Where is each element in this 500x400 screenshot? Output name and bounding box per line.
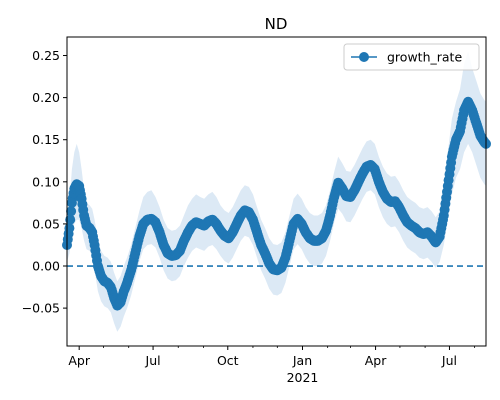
confidence-band [67,51,486,332]
data-point [65,214,76,225]
x-tick-label: Apr [365,353,387,368]
x-tick-label: Jul [441,353,457,368]
y-tick-label: 0.05 [32,216,60,231]
plot-frame [66,36,487,347]
legend-box [343,43,480,71]
y-tick-label: 0.00 [32,259,60,274]
x-tick-label: Jul [145,353,161,368]
x-tick-label: Oct [217,353,239,368]
y-tick-label: −0.05 [22,301,60,316]
y-axis: −0.05 0.00 0.05 0.10 0.15 0.20 0.25 [22,48,67,316]
y-tick-label: 0.20 [32,90,60,105]
x-axis: Apr Jul Oct Jan Apr Jul 2021 [68,346,476,385]
series-layer [62,96,491,311]
x-tick-label: Jan [292,353,312,368]
y-tick-label: 0.25 [32,48,60,63]
legend: growth_rate [343,43,480,71]
y-tick-label: 0.10 [32,174,60,189]
legend-label: growth_rate [387,50,462,65]
x-tick-label: Apr [68,353,90,368]
confidence-band-layer [67,51,486,332]
legend-marker-swatch [359,52,369,62]
data-point [66,206,77,217]
x-year-label: 2021 [287,370,319,385]
y-tick-label: 0.15 [32,132,60,147]
chart-title: ND [265,15,288,33]
